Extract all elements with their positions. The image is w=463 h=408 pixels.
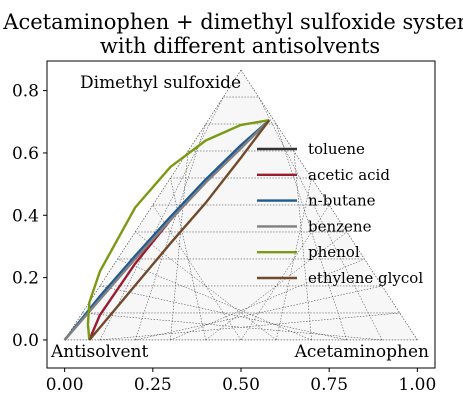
grid-line-left-diagonal: [135, 231, 277, 341]
series-line-phenol: [86, 119, 270, 341]
x-tick-label: 0.00: [46, 375, 84, 395]
legend-label: benzene: [308, 217, 372, 235]
ternary-grid: [64, 69, 418, 341]
legend-label: ethylene glycol: [308, 269, 423, 287]
x-tick-label: 0.25: [134, 375, 172, 395]
legend: toluene acetic acid n-butane benzene phenol e…: [257, 140, 423, 287]
x-tick-label: 1.00: [398, 375, 436, 395]
grid-line-left-diagonal: [82, 312, 383, 341]
grid-line-right-diagonal: [205, 231, 347, 341]
x-tick-label: 0.50: [222, 375, 260, 395]
grid-line-right-diagonal: [135, 285, 383, 341]
series-lines: [63, 119, 271, 341]
y-tick-label: 0.8: [12, 82, 39, 102]
vertex-label-bottom-left: Antisolvent: [50, 342, 149, 362]
y-axis: 0.0 0.2 0.4 0.6 0.8: [12, 82, 47, 351]
grid-line-left-diagonal: [99, 285, 347, 341]
chart-title-line-2: with different antisolvents: [100, 34, 380, 58]
grid-line-left-diagonal: [117, 258, 312, 341]
y-tick-label: 0.0: [12, 331, 39, 351]
vertex-label-top: Dimethyl sulfoxide: [80, 73, 241, 93]
legend-label: toluene: [308, 140, 365, 158]
series-line-n-butane: [63, 119, 271, 341]
x-axis: 0.00 0.25 0.50 0.75 1.00: [46, 368, 436, 395]
series-line-ethylene-glycol: [88, 119, 271, 341]
legend-label: phenol: [308, 243, 360, 261]
grid-line-left-diagonal: [170, 177, 206, 341]
grid-line-right-diagonal: [258, 96, 383, 341]
x-tick-label: 0.75: [310, 375, 348, 395]
grid-line-left-diagonal: [134, 123, 206, 341]
y-tick-label: 0.4: [12, 206, 39, 226]
grid-line-right-diagonal: [276, 177, 312, 341]
grid-line-right-diagonal: [276, 123, 348, 341]
series-line-benzene: [63, 119, 271, 341]
vertex-label-bottom-right: Acetaminophen: [294, 342, 429, 362]
legend-label: acetic acid: [308, 166, 390, 184]
y-tick-label: 0.2: [12, 269, 39, 289]
legend-label: n-butane: [308, 192, 376, 210]
y-tick-label: 0.6: [12, 144, 39, 164]
chart-title-line-1: Acetaminophen + dimethyl sulfoxide syste…: [2, 10, 463, 34]
